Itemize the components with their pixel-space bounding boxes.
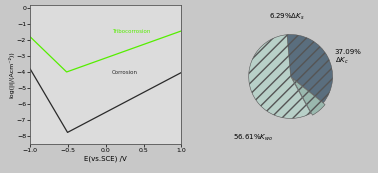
Y-axis label: log(|i|/(Acm⁻²)): log(|i|/(Acm⁻²)): [8, 51, 14, 98]
Text: 56.61%$K_{wo}$: 56.61%$K_{wo}$: [233, 133, 273, 143]
Text: Tribocorrosion: Tribocorrosion: [112, 29, 150, 34]
X-axis label: E(vs.SCE) /V: E(vs.SCE) /V: [84, 156, 127, 162]
Wedge shape: [292, 78, 325, 115]
Wedge shape: [287, 35, 333, 103]
Text: 37.09%
$\Delta K_c$: 37.09% $\Delta K_c$: [335, 49, 362, 66]
Wedge shape: [249, 35, 311, 119]
Text: Corrosion: Corrosion: [112, 70, 138, 75]
Text: 6.29%$\Delta K_s$: 6.29%$\Delta K_s$: [269, 12, 304, 22]
